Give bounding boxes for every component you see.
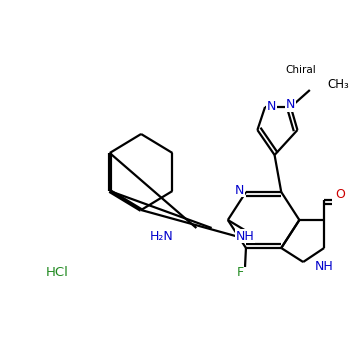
Text: N: N <box>235 183 244 196</box>
Text: N: N <box>267 100 276 113</box>
Text: NH: NH <box>315 260 333 273</box>
Text: Chiral: Chiral <box>285 65 316 75</box>
Text: H₂N: H₂N <box>150 230 174 243</box>
Text: N: N <box>286 98 295 112</box>
Text: F: F <box>237 266 244 279</box>
Text: CH₃: CH₃ <box>327 78 349 91</box>
Text: NH: NH <box>236 230 254 243</box>
Text: O: O <box>336 189 345 202</box>
Text: HCl: HCl <box>46 266 69 279</box>
